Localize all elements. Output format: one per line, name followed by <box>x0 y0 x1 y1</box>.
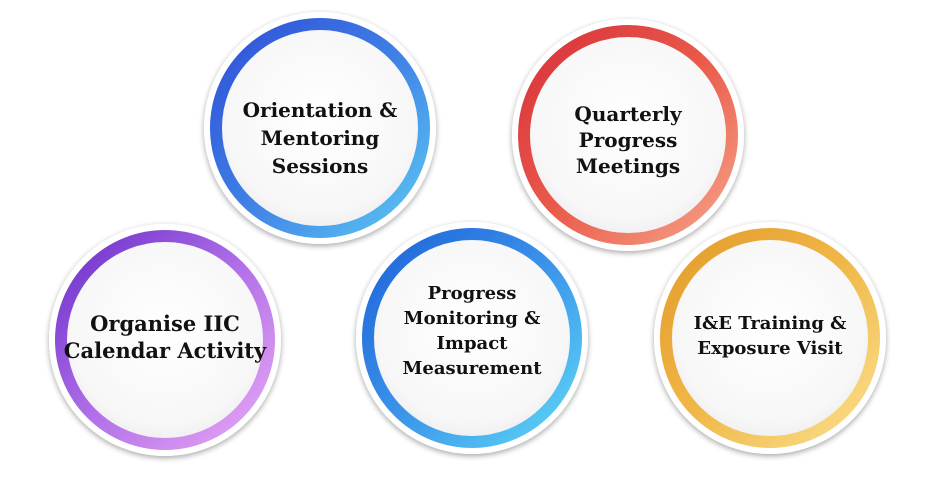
ring-label-line: Impact <box>437 333 509 354</box>
ring-label-line: Monitoring & <box>404 308 541 329</box>
ring-label-line: Orientation & <box>243 98 398 122</box>
ring-stroke <box>660 228 880 448</box>
ring-label-orientation: Orientation & Mentoring Sessions <box>243 98 398 178</box>
ring-orientation <box>204 12 436 244</box>
ring-label-line: Quarterly <box>574 102 683 126</box>
ring-quarterly <box>512 19 744 251</box>
ring-label-line: Calendar Activity <box>64 338 267 363</box>
ring-inner-disc <box>374 240 570 436</box>
ring-label-training: I&E Training & Exposure Visit <box>694 313 847 359</box>
ring-label-line: Progress <box>579 128 678 152</box>
ring-progress <box>356 222 588 454</box>
ring-label-quarterly: Quarterly Progress Meetings <box>574 102 683 178</box>
ring-stroke <box>210 18 430 238</box>
ring-label-line: Sessions <box>272 154 368 178</box>
ring-label-organise: Organise IIC Calendar Activity <box>64 311 267 363</box>
ring-label-line: Mentoring <box>261 126 380 150</box>
ring-inner-disc <box>222 30 418 226</box>
ring-label-line: Progress <box>428 283 517 304</box>
ring-stroke <box>362 228 582 448</box>
ring-label-line: Exposure Visit <box>697 338 843 359</box>
ring-label-line: Meetings <box>576 154 680 178</box>
ring-label-line: Organise IIC <box>90 311 240 336</box>
ring-inner-disc <box>67 242 263 438</box>
ring-label-line: Measurement <box>402 358 542 379</box>
ring-training <box>654 222 886 454</box>
ring-inner-disc <box>530 37 726 233</box>
ring-label-progress: Progress Monitoring & Impact Measurement <box>402 283 542 379</box>
ring-inner-disc <box>672 240 868 436</box>
ring-stroke <box>518 25 738 245</box>
ring-stroke <box>55 230 275 450</box>
ring-organise <box>49 224 281 456</box>
ring-label-line: I&E Training & <box>694 313 847 334</box>
